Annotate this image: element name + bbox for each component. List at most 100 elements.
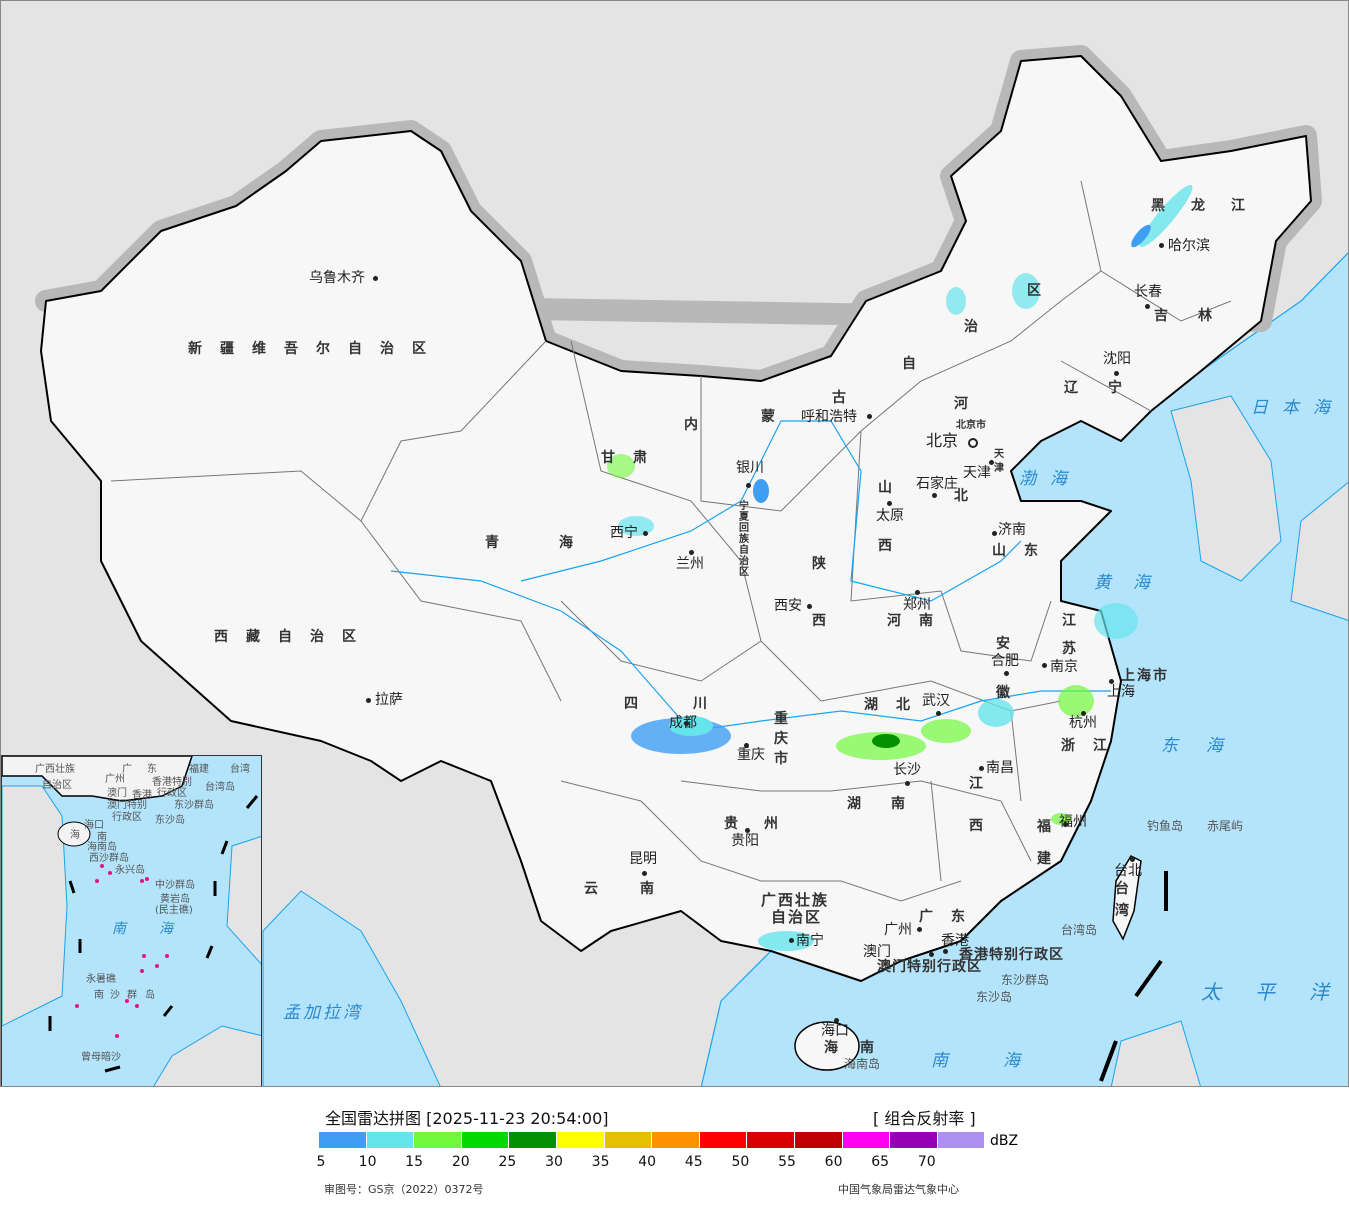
city-dot-icon	[834, 1018, 839, 1023]
legend-tick-label: 20	[451, 1154, 470, 1170]
city-label[interactable]: 贵阳	[731, 833, 759, 849]
city-label[interactable]: 长沙	[893, 762, 921, 778]
city-label[interactable]: 济南	[998, 522, 1026, 538]
city-label[interactable]: 昆明	[629, 851, 657, 867]
color-swatch	[556, 1132, 605, 1148]
city-label[interactable]: 天津	[963, 465, 991, 481]
city-dot-icon	[373, 276, 378, 281]
city-label[interactable]: 长春	[1134, 284, 1162, 300]
inset-label: 中沙群岛	[155, 880, 195, 891]
inset-borneo-land	[153, 1025, 261, 1086]
city-label[interactable]: 上海	[1107, 684, 1135, 700]
island-label: 东沙岛	[976, 990, 1013, 1004]
province-label: 广西壮族	[761, 891, 830, 909]
inset-label: 沙	[110, 990, 120, 1001]
city-label[interactable]: 银川	[736, 460, 764, 476]
city-label[interactable]: 哈尔滨	[1168, 238, 1210, 254]
legend-tick-label: 70	[917, 1154, 936, 1170]
inset-label: 南	[94, 990, 104, 1001]
ocean-bay-of-bengal	[262, 890, 441, 1086]
city-label[interactable]: 郑州	[903, 597, 931, 613]
sea-label: 东海	[1161, 736, 1251, 756]
city-dot-icon	[789, 938, 794, 943]
city-label[interactable]: 南京	[1050, 659, 1078, 675]
city-label[interactable]: 重庆	[737, 747, 765, 763]
color-swatch	[461, 1132, 510, 1148]
city-label[interactable]: 太原	[876, 508, 904, 524]
city-label[interactable]: 乌鲁木齐	[309, 270, 365, 286]
korea-japan-land	[1170, 395, 1282, 582]
province-label: 徽	[996, 685, 1028, 701]
province-label: 北	[954, 488, 986, 504]
city-label[interactable]: 拉萨	[375, 692, 403, 708]
inset-label: 东	[147, 764, 157, 775]
inset-label: 自治区	[42, 780, 72, 791]
color-swatch	[366, 1132, 415, 1148]
province-label: 西	[969, 818, 1001, 834]
city-label[interactable]: 西安	[774, 598, 802, 614]
color-legend: 全国雷达拼图 [2025-11-23 20:54:00] [ 组合反射率 ] 5…	[0, 1087, 1349, 1208]
nine-dash-line-segments	[1099, 871, 1168, 1082]
city-label[interactable]: 澳门	[863, 944, 891, 960]
province-label: 西藏自治区	[214, 629, 374, 645]
city-label[interactable]: 西宁	[610, 525, 638, 541]
legend-tick-label: 25	[498, 1154, 517, 1170]
city-dot-icon	[689, 550, 694, 555]
legend-tick-label: 40	[638, 1154, 657, 1170]
inset-label: 永兴岛	[115, 865, 145, 876]
city-label[interactable]: 石家庄	[916, 476, 958, 492]
province-label: 内	[684, 417, 716, 433]
city-label[interactable]: 呼和浩特	[801, 409, 857, 425]
inset-label: 台湾岛	[205, 782, 235, 793]
province-label: 新疆维吾尔自治区	[188, 341, 444, 357]
hainan-island	[794, 1021, 860, 1071]
province-label: 区	[1027, 283, 1059, 299]
inset-label: 行政区	[112, 812, 142, 823]
city-label[interactable]: 南昌	[986, 760, 1014, 776]
city-dot-icon	[915, 590, 920, 595]
legend-tick-label: 55	[778, 1154, 796, 1170]
legend-tick-label: 50	[731, 1154, 750, 1170]
city-label[interactable]: 合肥	[991, 653, 1019, 669]
color-swatch	[890, 1132, 938, 1148]
province-label: 治	[964, 319, 996, 335]
city-label[interactable]: 台北	[1114, 863, 1142, 879]
city-label[interactable]: 福州	[1059, 814, 1087, 830]
city-label[interactable]: 成都	[669, 715, 697, 731]
legend-tick-label: 35	[591, 1154, 610, 1170]
city-label[interactable]: 香港	[941, 933, 969, 949]
inset-sea-label: 南	[112, 921, 140, 937]
city-label[interactable]: 海口	[821, 1023, 849, 1039]
legend-tick-label: 65	[871, 1154, 890, 1170]
city-dot-icon	[1109, 679, 1114, 684]
inset-sea-label: 海	[159, 921, 187, 937]
philippines-land	[1110, 1020, 1201, 1086]
city-dot-icon	[1114, 371, 1119, 376]
city-dot-icon	[936, 711, 941, 716]
city-label[interactable]: 北京	[926, 431, 959, 450]
city-label[interactable]: 武汉	[922, 693, 950, 709]
province-label: 天津	[994, 449, 1004, 474]
sea-label: 太平洋	[1201, 980, 1349, 1004]
island-label: 东沙群岛	[1001, 973, 1050, 987]
city-dot-icon	[905, 781, 910, 786]
city-dot-icon	[1004, 671, 1009, 676]
city-label[interactable]: 兰州	[676, 556, 704, 572]
city-label[interactable]: 沈阳	[1103, 351, 1131, 367]
inset-label: 广州	[105, 774, 125, 785]
city-label[interactable]: 杭州	[1069, 715, 1097, 731]
inset-label: 广	[122, 764, 132, 775]
inset-hainan	[57, 821, 91, 847]
rivers	[390, 420, 1111, 732]
radar-map[interactable]: 乌鲁木齐 拉萨 西宁 兰州 银川 呼和浩特 北京 天津 石家庄 太原 济南 郑州…	[0, 0, 1349, 1087]
city-dot-icon	[943, 949, 948, 954]
sea-label: 渤海	[1019, 469, 1081, 489]
color-swatch	[937, 1132, 986, 1148]
city-dot-icon	[746, 483, 751, 488]
legend-tick-label: 60	[824, 1154, 843, 1170]
city-label[interactable]: 广州	[884, 922, 912, 938]
city-label[interactable]: 南宁	[796, 933, 824, 949]
inset-label: (民主礁)	[155, 905, 193, 916]
province-label: 广东	[919, 909, 983, 925]
color-swatch	[319, 1132, 367, 1148]
